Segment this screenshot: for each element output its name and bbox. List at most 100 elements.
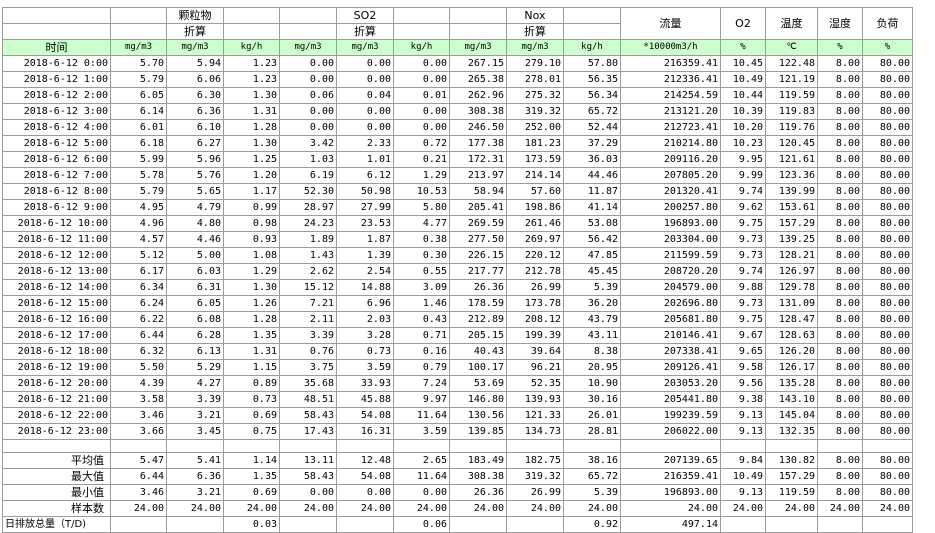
table-row: 2018-6-12 19:00 5.50 5.29 1.15 3.75 3.59 0.79 1… (2, 359, 913, 376)
time-cell: 2018-6-12 20:00 (2, 375, 111, 392)
header-blank (223, 7, 280, 24)
stat-value: 183.49 (449, 452, 507, 469)
value-cell: 121.19 (765, 71, 818, 88)
stat-value: 1.35 (223, 468, 280, 485)
value-cell: 11.64 (393, 407, 450, 424)
value-cell: 9.38 (720, 391, 766, 408)
value-cell: 134.73 (506, 423, 564, 440)
value-cell: 36.03 (563, 151, 621, 168)
value-cell: 56.35 (563, 71, 621, 88)
value-cell: 308.38 (449, 103, 507, 120)
value-cell: 121.33 (506, 407, 564, 424)
value-cell: 8.00 (817, 295, 863, 312)
value-cell: 30.16 (563, 391, 621, 408)
value-cell: 0.00 (336, 71, 394, 88)
value-cell: 123.36 (765, 167, 818, 184)
time-cell: 2018-6-12 14:00 (2, 279, 111, 296)
value-cell: 26.36 (449, 279, 507, 296)
value-cell: 4.39 (110, 375, 167, 392)
value-cell: 121.61 (765, 151, 818, 168)
value-cell: 52.30 (279, 183, 337, 200)
stat-value: 3.46 (110, 484, 167, 501)
stat-value: 80.00 (862, 452, 913, 469)
blank-cell (862, 516, 913, 533)
stat-value: 24.00 (110, 500, 167, 517)
time-cell: 2018-6-12 11:00 (2, 231, 111, 248)
value-cell: 8.00 (817, 407, 863, 424)
value-cell: 4.57 (110, 231, 167, 248)
time-cell: 2018-6-12 6:00 (2, 151, 111, 168)
value-cell: 3.58 (110, 391, 167, 408)
value-cell: 204579.00 (620, 279, 721, 296)
table-row: 2018-6-12 15:00 6.24 6.05 1.26 7.21 6.96 1.46 1… (2, 295, 913, 312)
value-cell: 214.14 (506, 167, 564, 184)
value-cell: 199239.59 (620, 407, 721, 424)
value-cell: 5.00 (166, 247, 224, 264)
value-cell: 53.69 (449, 375, 507, 392)
value-cell: 6.08 (166, 311, 224, 328)
value-cell: 80.00 (862, 247, 913, 264)
stat-value: 0.00 (393, 484, 450, 501)
value-cell: 9.13 (720, 407, 766, 424)
value-cell: 8.00 (817, 215, 863, 232)
value-cell: 45.88 (336, 391, 394, 408)
value-cell: 52.35 (506, 375, 564, 392)
value-cell: 27.99 (336, 199, 394, 216)
stat-value: 319.32 (506, 468, 564, 485)
value-cell: 48.51 (279, 391, 337, 408)
table-row: 2018-6-12 3:00 6.14 6.36 1.31 0.00 0.00 0.00 30… (2, 103, 913, 120)
value-cell: 6.12 (336, 167, 394, 184)
value-cell: 130.56 (449, 407, 507, 424)
value-cell: 6.13 (166, 343, 224, 360)
value-cell: 275.32 (506, 87, 564, 104)
unit-cell: mg/m3 (336, 39, 394, 56)
value-cell: 139.85 (449, 423, 507, 440)
value-cell: 80.00 (862, 231, 913, 248)
stat-value: 80.00 (862, 468, 913, 485)
value-cell: 207805.20 (620, 167, 721, 184)
stat-value: 24.00 (765, 500, 818, 517)
value-cell: 6.32 (110, 343, 167, 360)
header-temp: 温度 (765, 7, 818, 40)
value-cell: 8.00 (817, 327, 863, 344)
header-blank (563, 23, 621, 40)
value-cell: 128.47 (765, 311, 818, 328)
value-cell: 212723.41 (620, 119, 721, 136)
value-cell: 8.38 (563, 343, 621, 360)
table-row: 2018-6-12 12:00 5.12 5.00 1.08 1.43 1.39 0.30 2… (2, 247, 913, 264)
unit-cell: % (817, 39, 863, 56)
header-nox-converted: 折算 (506, 23, 564, 40)
value-cell: 58.43 (279, 407, 337, 424)
total-value: 497.14 (620, 516, 721, 533)
value-cell: 20.95 (563, 359, 621, 376)
table-row: 2018-6-12 17:00 6.44 6.28 1.35 3.39 3.28 0.71 2… (2, 327, 913, 344)
value-cell: 135.28 (765, 375, 818, 392)
blank-cell (166, 516, 224, 533)
table-row: 2018-6-12 13:00 6.17 6.03 1.29 2.62 2.54 0.55 2… (2, 263, 913, 280)
time-cell: 2018-6-12 13:00 (2, 263, 111, 280)
value-cell: 131.09 (765, 295, 818, 312)
value-cell: 212336.41 (620, 71, 721, 88)
stat-value: 6.36 (166, 468, 224, 485)
value-cell: 8.00 (817, 231, 863, 248)
stat-value: 24.00 (506, 500, 564, 517)
value-cell: 6.14 (110, 103, 167, 120)
value-cell: 205681.80 (620, 311, 721, 328)
time-cell: 2018-6-12 22:00 (2, 407, 111, 424)
value-cell: 5.12 (110, 247, 167, 264)
value-cell: 6.44 (110, 327, 167, 344)
time-cell: 2018-6-12 17:00 (2, 327, 111, 344)
table-row: 2018-6-12 9:00 4.95 4.79 0.99 28.97 27.99 5.80… (2, 199, 913, 216)
table-row: 2018-6-12 14:00 6.34 6.31 1.30 15.12 14.88 3.0… (2, 279, 913, 296)
value-cell: 9.62 (720, 199, 766, 216)
blank-cell (223, 439, 280, 453)
value-cell: 80.00 (862, 215, 913, 232)
value-cell: 80.00 (862, 71, 913, 88)
value-cell: 8.00 (817, 183, 863, 200)
value-cell: 8.00 (817, 423, 863, 440)
value-cell: 279.10 (506, 55, 564, 72)
value-cell: 9.95 (720, 151, 766, 168)
value-cell: 6.27 (166, 135, 224, 152)
value-cell: 80.00 (862, 183, 913, 200)
header-blank (393, 7, 450, 24)
